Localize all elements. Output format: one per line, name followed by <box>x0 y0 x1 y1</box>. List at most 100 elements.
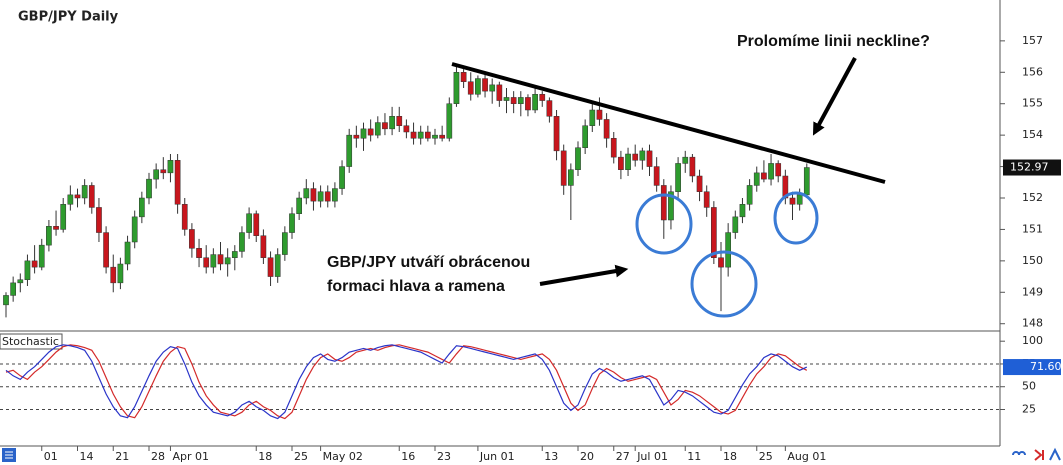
highlight-circle <box>773 191 819 245</box>
candle-body <box>553 116 560 152</box>
y-tick-label: 157 <box>1022 34 1043 47</box>
candle-body <box>60 204 67 230</box>
candle-body <box>489 84 496 92</box>
candle-body <box>346 134 353 167</box>
candle-body <box>475 78 481 95</box>
candle-body <box>153 169 160 180</box>
candle-body <box>317 191 324 202</box>
candle-body <box>632 153 639 161</box>
candle-body <box>139 197 145 218</box>
candle-body <box>796 194 803 205</box>
candle-body <box>160 169 167 174</box>
candle-body <box>88 185 95 208</box>
candle-body <box>131 216 138 243</box>
annotation: Prolomíme linii neckline? <box>737 33 930 50</box>
candle-body <box>732 216 739 233</box>
candle-body <box>239 232 245 252</box>
candle-body <box>460 72 467 82</box>
candle-body <box>217 254 224 265</box>
stochastic-line <box>5 344 808 420</box>
candle-body <box>224 257 231 265</box>
candle-body <box>103 232 109 268</box>
last-value-label: 71.60 <box>1030 360 1062 373</box>
highlight-circle <box>635 193 693 255</box>
candle-body <box>582 125 588 148</box>
candle-body <box>618 156 624 170</box>
link-icon[interactable] <box>1012 451 1026 456</box>
x-tick-label: Jul 01 <box>636 450 668 463</box>
candle-body <box>560 150 567 186</box>
candle-body <box>382 122 388 130</box>
candle-body <box>653 166 660 186</box>
candle-body <box>660 185 667 221</box>
candle-body <box>532 94 538 111</box>
candle-body <box>174 160 181 205</box>
x-tick-label: 23 <box>437 450 451 463</box>
candle-body <box>324 191 331 202</box>
x-tick-label: 28 <box>151 450 165 463</box>
x-tick-label: 25 <box>294 450 308 463</box>
candle-body <box>596 109 603 120</box>
indicator-title: Stochastic <box>2 335 59 348</box>
candle-body <box>689 156 696 177</box>
x-tick-label: 20 <box>580 450 594 463</box>
candle-body <box>210 254 217 268</box>
scale-icon[interactable] <box>1049 447 1061 461</box>
y-tick-label: 155 <box>1022 97 1043 110</box>
candle-body <box>503 97 510 101</box>
candle-body <box>768 163 774 180</box>
y-tick-label: 151 <box>1022 222 1043 235</box>
candle-body <box>675 163 681 192</box>
candle-body <box>17 279 24 284</box>
candle-body <box>482 78 488 92</box>
candle-body <box>196 248 202 258</box>
x-tick-label: 21 <box>115 450 129 463</box>
y-tick-label: 150 <box>1022 254 1043 267</box>
candle-body <box>360 128 367 139</box>
candle-body <box>117 263 124 284</box>
candle-body <box>274 254 281 277</box>
candle-body <box>339 166 345 189</box>
x-tick-label: 16 <box>401 450 415 463</box>
candle-body <box>603 119 610 139</box>
candle-body <box>353 134 360 139</box>
candle-body <box>146 178 152 199</box>
y-tick-label: 100 <box>1022 334 1043 347</box>
last-price-box <box>1003 159 1061 176</box>
candle-body <box>425 131 431 139</box>
candle-body <box>639 150 646 161</box>
candle-body <box>410 131 417 139</box>
candle-body <box>510 97 517 104</box>
candle-body <box>389 116 395 130</box>
y-tick-label: 152 <box>1022 191 1043 204</box>
candle-body <box>396 116 403 126</box>
highlight-circle <box>690 250 758 318</box>
candle-body <box>725 232 731 268</box>
y-tick-label: 50 <box>1022 380 1036 393</box>
candle-body <box>282 232 288 255</box>
candle-body <box>24 260 31 280</box>
candle-body <box>81 185 88 199</box>
candle-body <box>589 109 596 126</box>
candle-body <box>446 103 453 139</box>
candle-body <box>38 244 45 268</box>
candle-body <box>296 197 302 214</box>
y-tick-label: 148 <box>1022 317 1043 330</box>
chart-title: GBP/JPY Daily <box>18 10 119 25</box>
candle-body <box>775 163 782 177</box>
scroll-icon[interactable] <box>1034 449 1044 461</box>
y-tick-label: 149 <box>1022 285 1043 298</box>
candle-body <box>260 235 267 258</box>
candle-body <box>31 260 38 268</box>
candle-body <box>568 169 574 186</box>
candle-body <box>267 257 274 277</box>
candle-body <box>189 229 195 249</box>
candle-body <box>310 188 317 202</box>
indicator-box <box>0 333 63 350</box>
candle-body <box>761 172 767 180</box>
x-tick-label: 25 <box>759 450 773 463</box>
candle-body <box>403 125 410 133</box>
candle-body <box>124 241 131 265</box>
